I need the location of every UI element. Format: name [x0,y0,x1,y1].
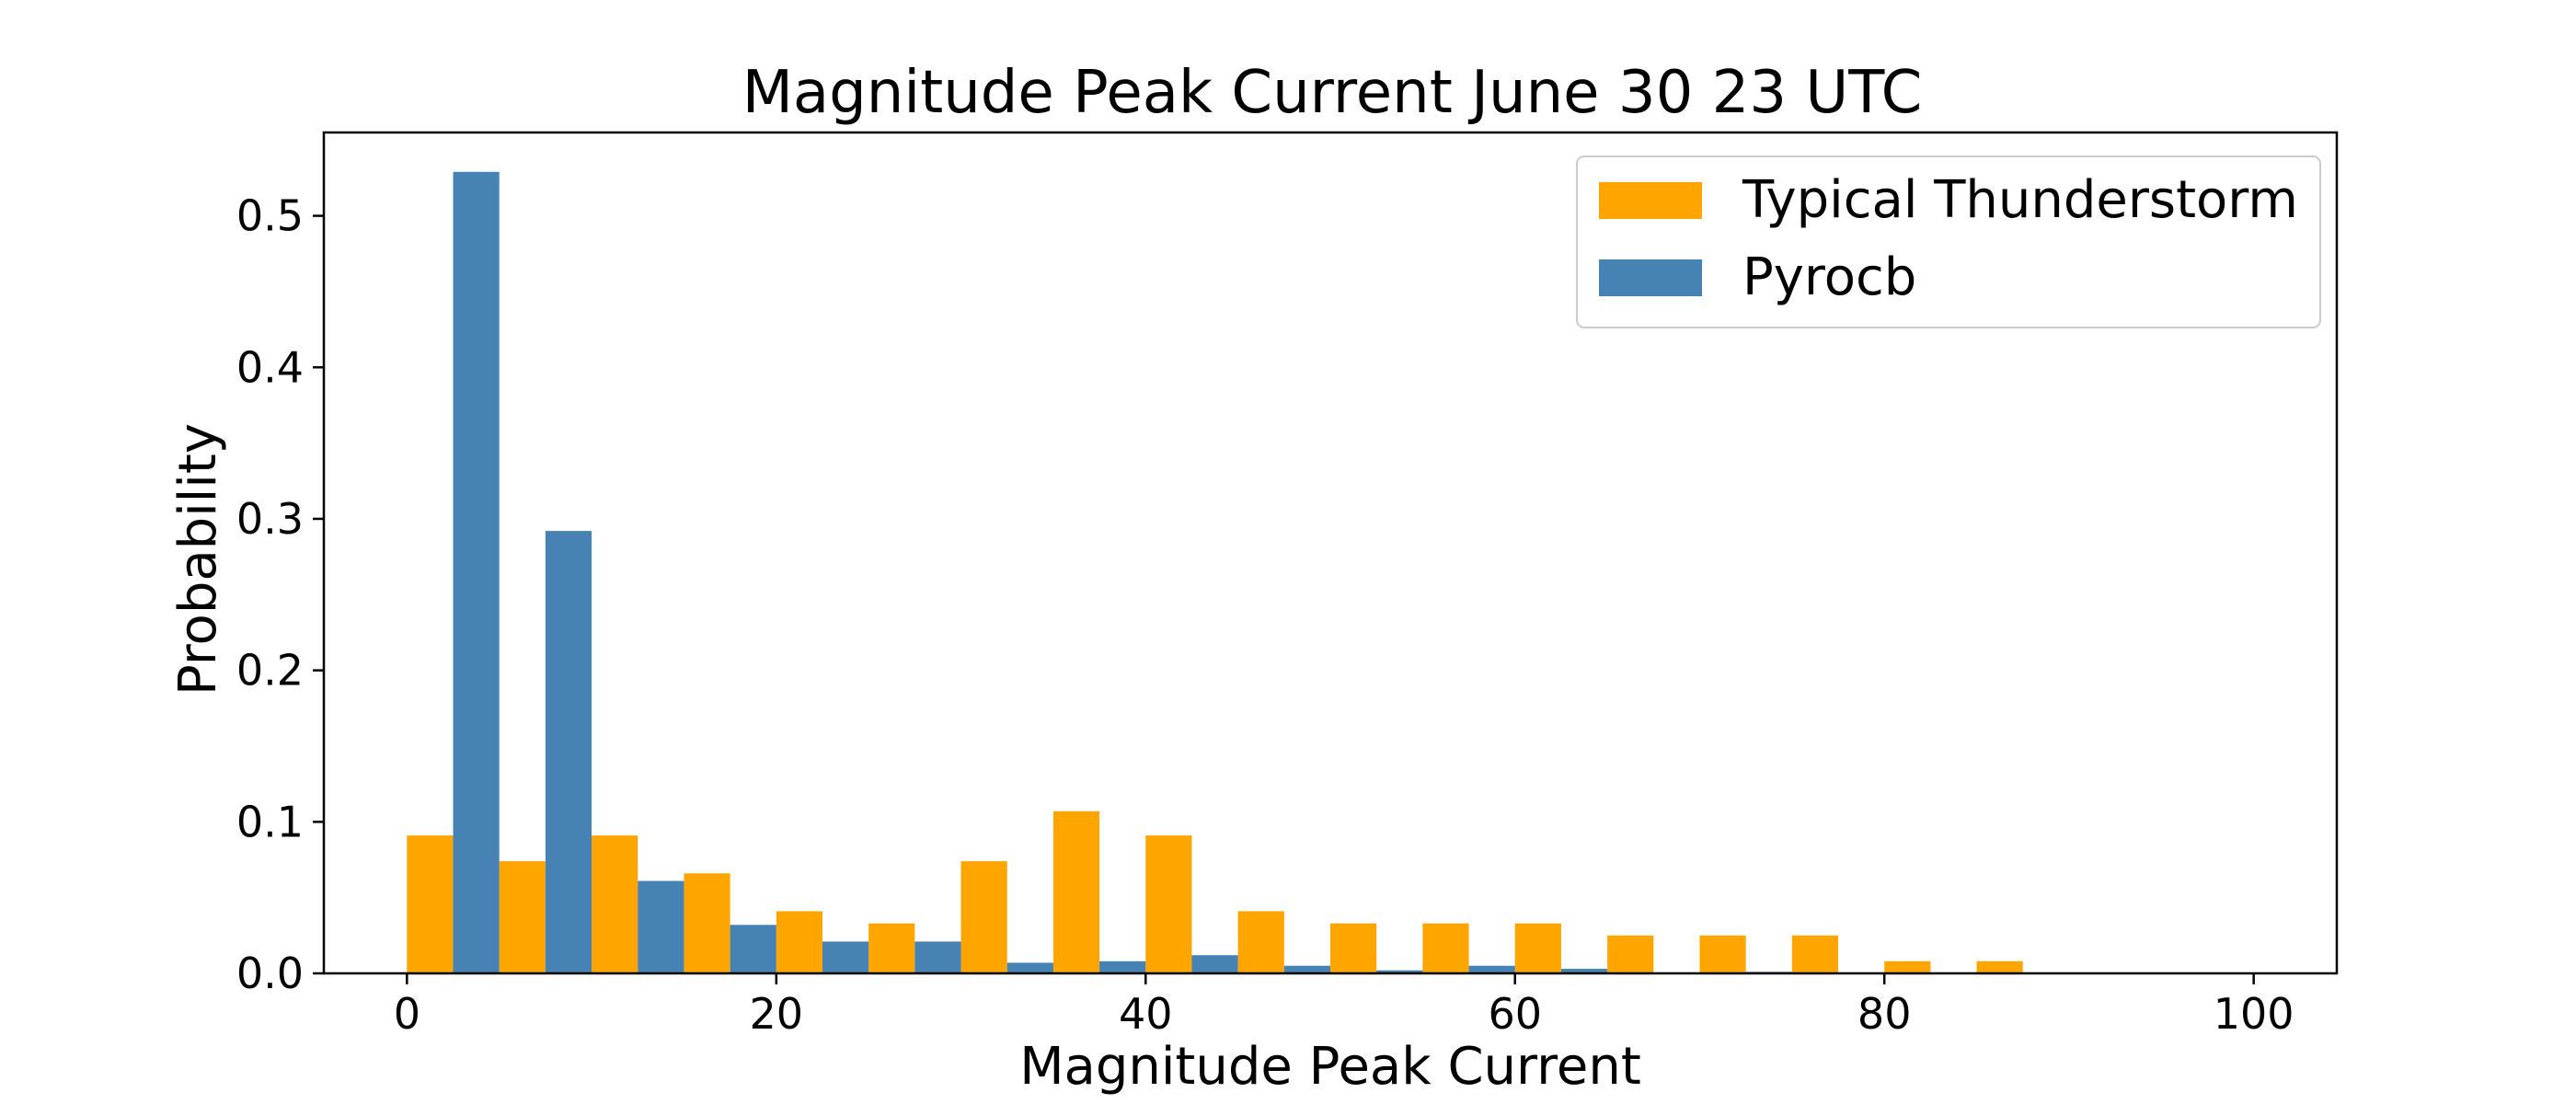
x-axis: 0 20 40 60 80 100 [394,973,2294,1039]
bar-typical-thunderstorm-30 [960,861,1007,973]
bar-pyrocb-55 [1468,965,1515,973]
bar-typical-thunderstorm-25 [868,923,915,973]
chart-title: Magnitude Peak Current June 30 23 UTC [742,59,1923,127]
bar-typical-thunderstorm-45 [1237,911,1284,973]
bar-pyrocb-40 [1191,955,1238,973]
bar-pyrocb-25 [914,941,961,973]
y-tick-label: 0.2 [236,646,304,696]
y-tick-label: 0.0 [236,949,304,998]
x-tick-label: 20 [750,989,804,1039]
bar-typical-thunderstorm-65 [1607,935,1654,973]
bar-typical-thunderstorm-10 [592,835,638,973]
y-axis-label: Probability [168,423,228,696]
bar-typical-thunderstorm-50 [1330,923,1377,973]
bar-typical-thunderstorm-70 [1699,935,1746,973]
bar-pyrocb-50 [1376,970,1423,973]
bar-pyrocb-20 [822,941,869,973]
legend-swatch [1599,182,1702,219]
bar-pyrocb-15 [730,925,776,973]
bar-pyrocb-30 [1006,962,1053,973]
bar-typical-thunderstorm-60 [1514,923,1561,973]
bar-typical-thunderstorm-75 [1791,935,1839,973]
x-tick-label: 100 [2214,989,2294,1039]
x-tick-label: 40 [1119,989,1173,1039]
legend: Typical Thunderstorm Pyrocb [1576,155,2321,328]
bar-typical-thunderstorm-35 [1052,811,1100,973]
legend-label: Typical Thunderstorm [1742,170,2298,230]
bar-pyrocb-60 [1560,969,1608,973]
bar-typical-thunderstorm-20 [776,911,822,973]
bar-pyrocb-10 [638,880,684,973]
y-tick-label: 0.1 [236,797,304,846]
x-tick-label: 0 [394,989,420,1039]
legend-box [1576,155,2321,328]
x-tick-label: 60 [1488,989,1542,1039]
bar-pyrocb-35 [1099,960,1146,973]
bar-typical-thunderstorm-40 [1145,835,1192,973]
y-tick-label: 0.4 [236,342,304,392]
bar-pyrocb-45 [1283,965,1330,973]
bar-typical-thunderstorm-55 [1422,923,1469,973]
bars-layer [407,171,2023,973]
y-axis: 0.0 0.1 0.2 0.3 0.4 0.5 [236,191,324,998]
y-tick-label: 0.3 [236,494,304,544]
legend-label: Pyrocb [1742,247,1916,307]
y-tick-label: 0.5 [236,191,304,241]
bar-typical-thunderstorm-85 [1976,960,2023,973]
bar-typical-thunderstorm-80 [1884,960,1931,973]
bar-pyrocb-0 [453,171,500,973]
bar-typical-thunderstorm-5 [499,861,546,973]
legend-swatch [1599,259,1702,296]
plot-frame [322,131,2339,975]
bar-typical-thunderstorm-0 [407,835,454,973]
bar-typical-thunderstorm-15 [684,873,730,973]
bar-pyrocb-5 [545,531,592,973]
x-tick-label: 80 [1857,989,1912,1039]
x-axis-label: Magnitude Peak Current [1019,1037,1641,1097]
